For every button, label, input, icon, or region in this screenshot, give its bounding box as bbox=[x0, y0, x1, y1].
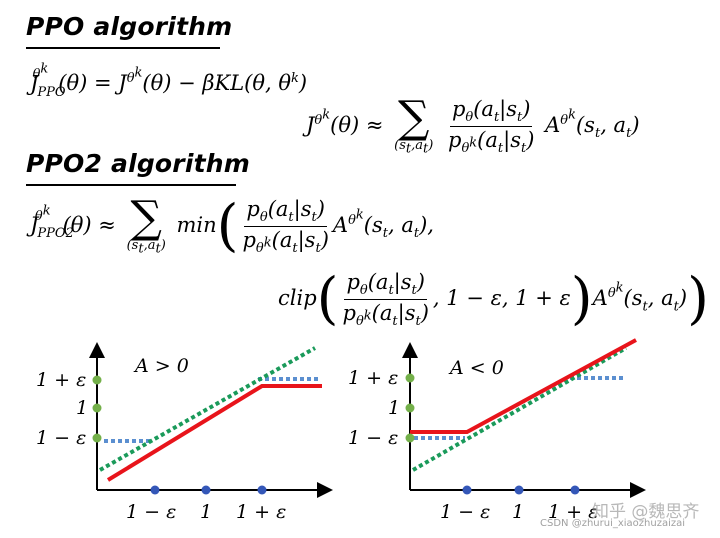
right-green-ratio-line bbox=[412, 346, 627, 472]
ppo-objective-equation: JPPOθk(θ) = Jθk(θ) − βKL(θ, θk) bbox=[30, 62, 308, 100]
left-x-tick-dot-1pe bbox=[257, 485, 267, 495]
left-y-tick-1: 1 bbox=[76, 397, 88, 419]
right-plot: A < 0 1 + ε 1 1 − ε 1 − ε 1 1 + ε bbox=[348, 338, 646, 523]
right-x-tick-1pe: 1 + ε bbox=[548, 501, 598, 523]
left-green-ratio-line bbox=[99, 346, 316, 472]
right-x-tick-dot-1me bbox=[462, 485, 472, 495]
ppo-heading-text: PPO algorithm bbox=[26, 12, 233, 41]
right-red-objective-line bbox=[410, 338, 637, 434]
left-red-objective-line bbox=[106, 384, 322, 482]
right-y-tick-dot-1pe bbox=[405, 373, 415, 383]
right-y-tick-dot-1me bbox=[405, 433, 415, 443]
ppo-heading-underline bbox=[26, 47, 220, 49]
left-plot: A > 0 1 + ε 1 1 − ε 1 − ε 1 1 + ε bbox=[36, 342, 333, 523]
ppo2-heading-text: PPO2 algorithm bbox=[26, 149, 251, 178]
ppo-surrogate-equation: Jθk(θ) ≈ ∑ (st,at) pθ(at|st) pθk(at|st) Aθ… bbox=[306, 92, 640, 157]
right-x-tick-dot-1 bbox=[514, 485, 524, 495]
ppo2-heading: PPO2 algorithm bbox=[26, 149, 251, 186]
left-condition-label: A > 0 bbox=[133, 355, 189, 377]
right-x-tick-dot-1pe bbox=[570, 485, 580, 495]
right-x-tick-1: 1 bbox=[512, 501, 524, 523]
right-y-tick-1pe: 1 + ε bbox=[348, 367, 398, 389]
right-y-tick-1: 1 bbox=[388, 397, 400, 419]
ppo-heading: PPO algorithm bbox=[26, 12, 233, 49]
sum-symbol: ∑ (st,at) bbox=[394, 92, 434, 157]
zhihu-watermark: 知乎 @魏思齐 bbox=[592, 502, 700, 522]
left-y-tick-dot-1 bbox=[92, 403, 102, 413]
left-x-tick-1pe: 1 + ε bbox=[236, 501, 286, 523]
left-y-tick-1me: 1 − ε bbox=[36, 427, 86, 449]
right-x-tick-1me: 1 − ε bbox=[440, 501, 490, 523]
left-x-tick-dot-1 bbox=[201, 485, 211, 495]
left-y-tick-1pe: 1 + ε bbox=[36, 369, 86, 391]
left-x-tick-dot-1me bbox=[150, 485, 160, 495]
left-y-tick-dot-1pe bbox=[92, 375, 102, 385]
ppo2-heading-underline bbox=[26, 184, 236, 186]
ppo2-objective-equation-line2: clip(pθ(at|st) pθk(at|st), 1 − ε, 1 + ε)A… bbox=[278, 266, 709, 332]
left-x-tick-1me: 1 − ε bbox=[126, 501, 176, 523]
left-y-tick-dot-1me bbox=[92, 433, 102, 443]
ppo2-objective-equation-line1: JPPO2θk(θ) ≈ ∑ (st,at) min(pθ(at|st) pθk(a… bbox=[30, 192, 434, 259]
right-condition-label: A < 0 bbox=[448, 357, 504, 379]
right-y-tick-1me: 1 − ε bbox=[348, 427, 398, 449]
csdn-watermark: CSDN @zhurui_xiaozhuzaizai bbox=[540, 518, 686, 529]
left-x-tick-1: 1 bbox=[200, 501, 212, 523]
right-y-tick-dot-1 bbox=[405, 403, 415, 413]
